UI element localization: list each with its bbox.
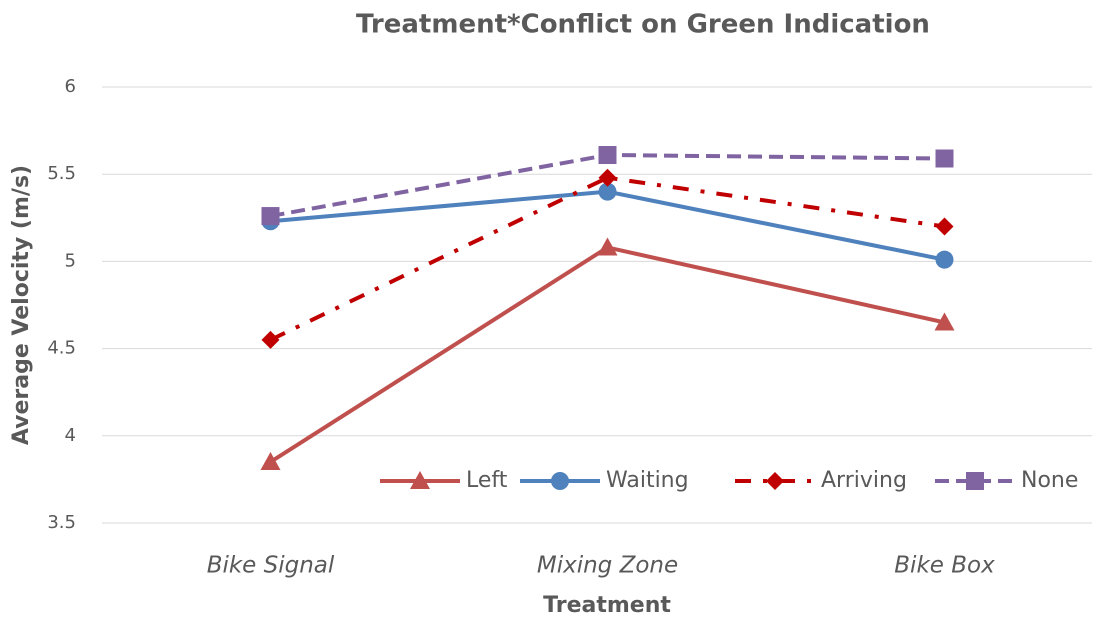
y-axis-label: Average Velocity (m/s) [9,165,34,445]
legend-label: None [1021,468,1078,493]
marker [935,149,954,168]
y-tick-label: 4.5 [47,338,76,359]
chart-title: Treatment*Conflict on Green Indication [356,10,930,40]
y-tick-label: 3.5 [47,512,76,533]
legend-marker [766,472,784,490]
marker [261,330,280,349]
marker [261,207,280,226]
y-tick-label: 6 [65,76,76,97]
x-tick-label: Bike Signal [207,553,335,579]
x-axis-label: Treatment [543,593,671,618]
marker [598,146,617,165]
legend-label: Arriving [821,468,907,493]
line [269,175,945,342]
marker [597,237,618,256]
x-tick-label: Bike Box [894,553,995,579]
marker [598,182,617,201]
x-tick-label: Mixing Zone [537,553,678,579]
legend-marker [966,472,984,490]
y-tick-label: 5.5 [47,163,76,184]
marker [260,451,281,470]
marker [598,168,617,187]
y-tick-label: 5 [65,250,76,271]
line [269,245,945,464]
marker [935,217,954,236]
legend-label: Left [466,468,508,493]
marker [935,250,954,269]
legend-marker [410,471,430,489]
legend-marker [551,472,569,490]
legend-label: Waiting [606,468,689,493]
y-tick-label: 4 [65,425,76,446]
marker [934,312,955,331]
